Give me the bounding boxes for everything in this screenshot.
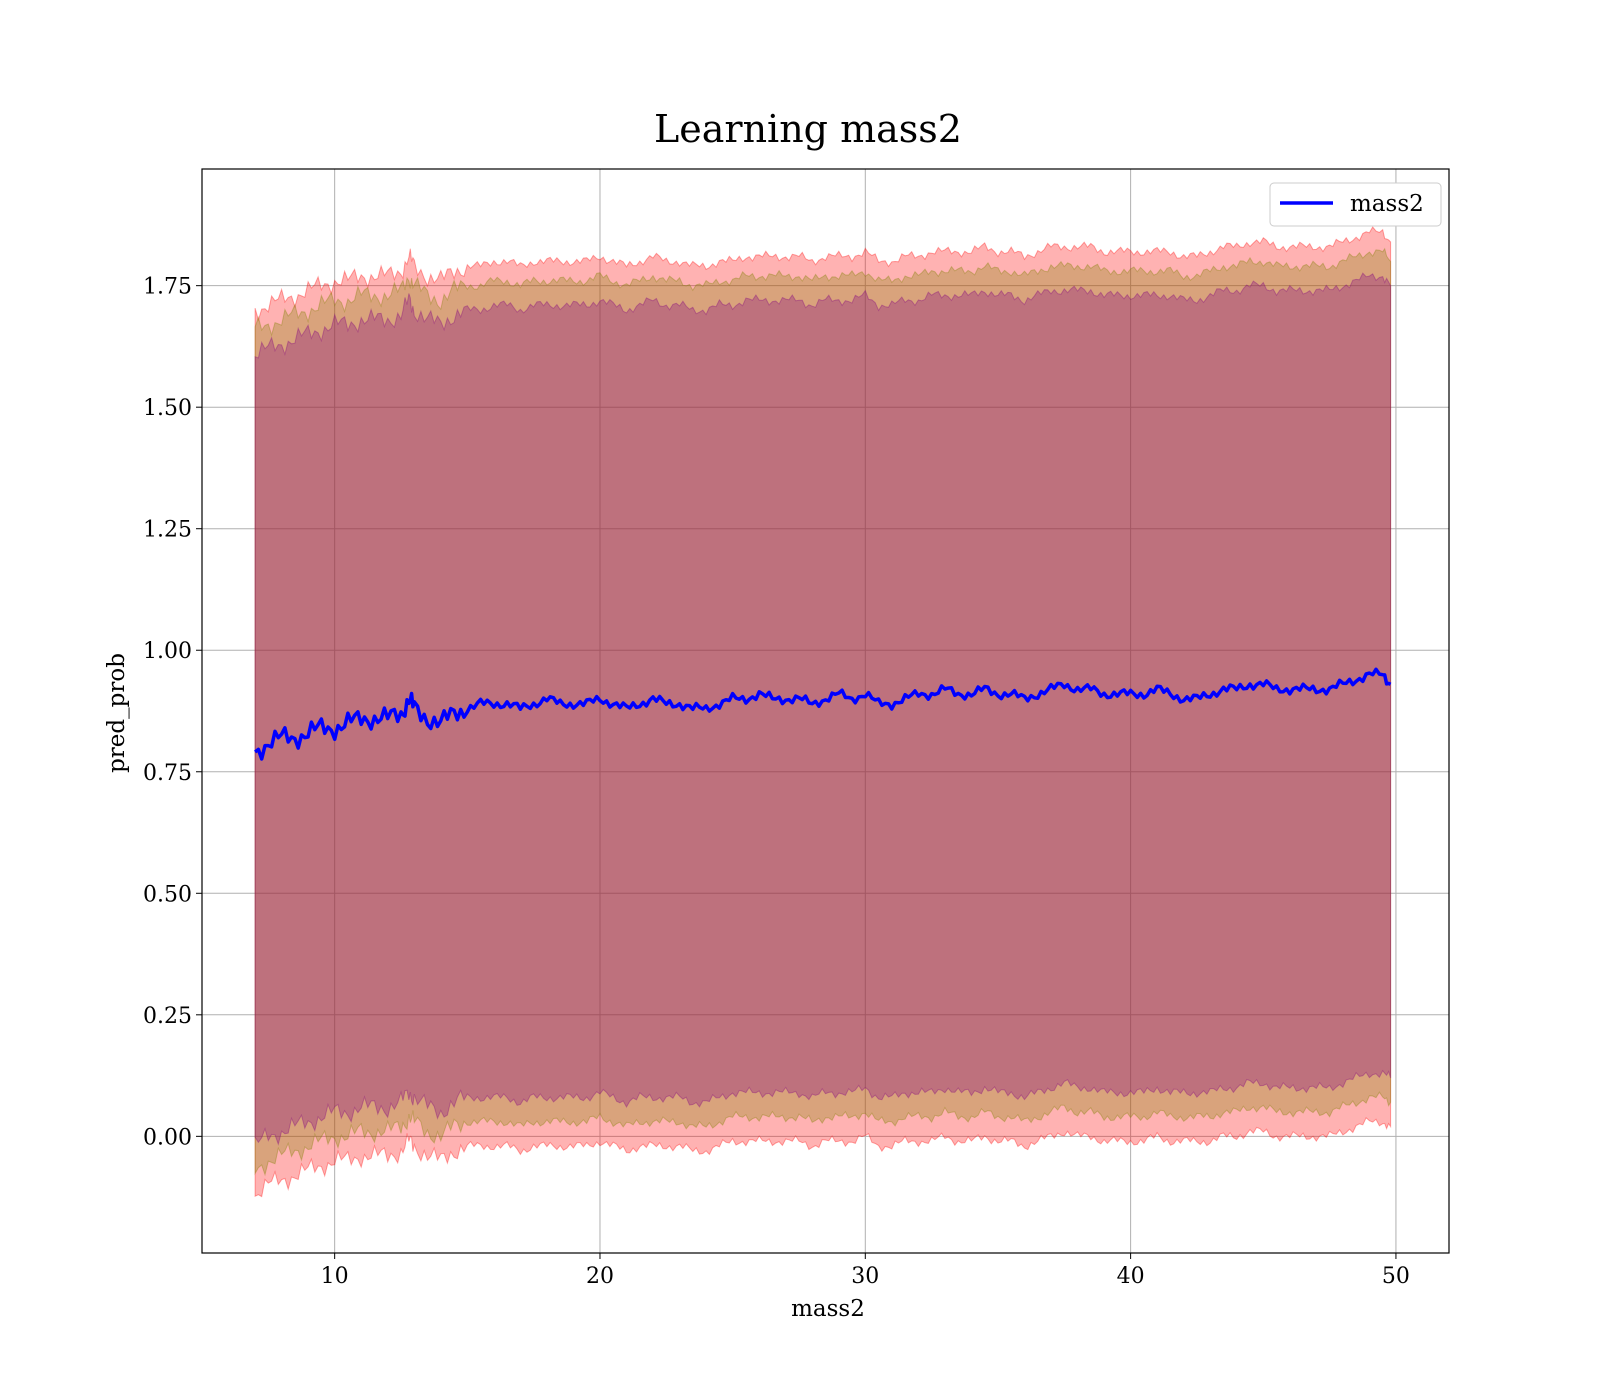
confidence-band-3 [254,272,1392,1146]
x-axis-label: mass2 [791,1296,865,1322]
y-tick-label: 0.25 [143,1004,192,1029]
y-axis-label: pred_prob [104,653,130,773]
series-line-mass2 [254,667,1392,761]
confidence-bands [254,226,1392,1198]
x-tick-label: 30 [851,1264,879,1289]
y-tick-label: 1.25 [143,518,192,543]
y-tick-label: 0.00 [143,1125,192,1150]
plot-frame [201,168,1450,1254]
x-axis-ticks: 10 20 30 40 50 [321,1253,1410,1289]
confidence-band-1 [254,226,1392,1198]
confidence-band-2 [254,247,1392,1177]
chart-title: Learning mass2 [654,107,962,151]
x-tick-label: 20 [586,1264,614,1289]
y-tick-label: 0.75 [143,761,192,786]
plot-area [202,169,1449,1253]
y-axis-ticks: 0.00 0.25 0.50 0.75 1.00 1.25 1.50 1.75 [143,275,202,1150]
grid [202,169,1449,1253]
x-tick-label: 40 [1117,1264,1145,1289]
y-tick-label: 1.75 [143,275,192,300]
x-tick-label: 10 [321,1264,349,1289]
y-tick-label: 1.50 [143,396,192,421]
legend-label: mass2 [1350,191,1424,217]
legend-box [1269,182,1442,227]
x-tick-label: 50 [1382,1264,1410,1289]
y-tick-label: 1.00 [143,639,192,664]
series-lines [254,667,1392,761]
y-tick-label: 0.50 [143,882,192,907]
legend: mass2 [1269,182,1442,227]
